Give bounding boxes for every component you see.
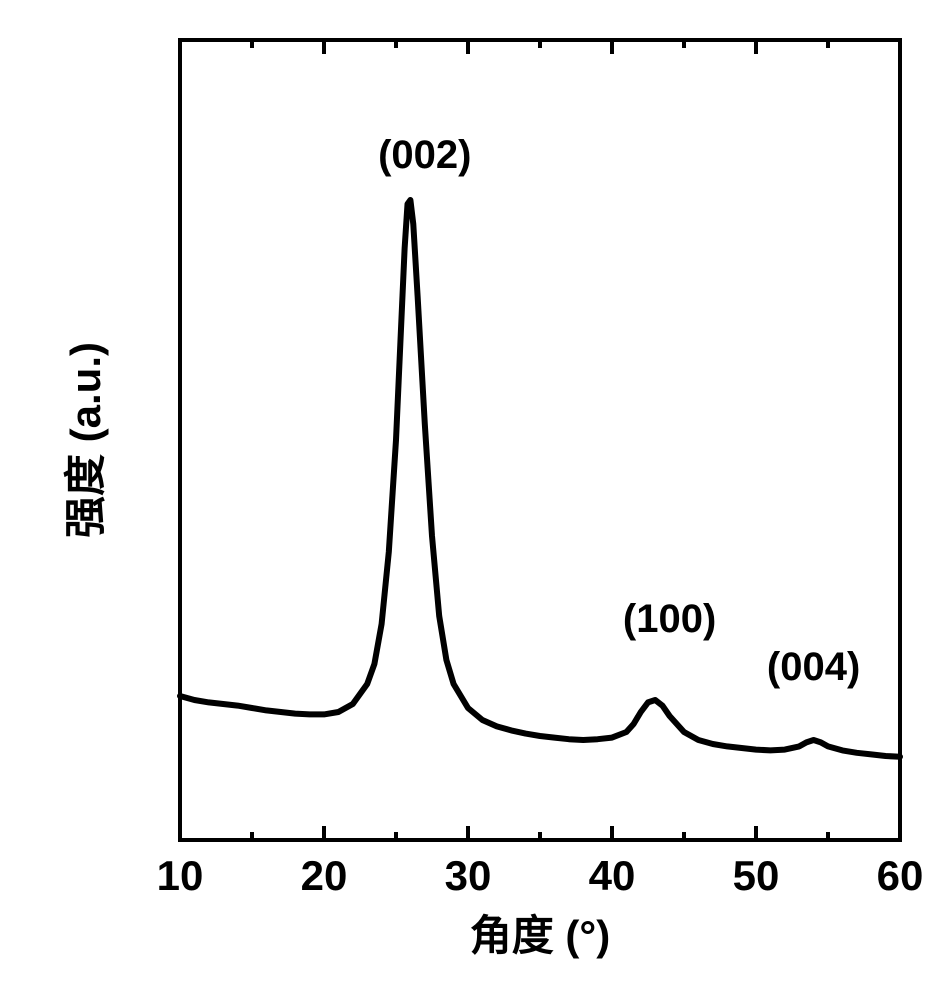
xrd-chart: 10 20 30 40 50 60 角度 (°) 强度 (a.u.) (002) (100) (00… xyxy=(0,0,942,1000)
plot-frame xyxy=(180,40,900,840)
xtick-label: 40 xyxy=(589,852,636,899)
xtick-label: 50 xyxy=(733,852,780,899)
chart-svg: 10 20 30 40 50 60 角度 (°) 强度 (a.u.) (002) (100) (00… xyxy=(0,0,942,1000)
y-axis-label: 强度 (a.u.) xyxy=(62,342,109,538)
xtick-label: 60 xyxy=(877,852,924,899)
xtick-label: 10 xyxy=(157,852,204,899)
peak-annotation: (100) xyxy=(623,597,716,641)
xtick-label: 20 xyxy=(301,852,348,899)
peak-annotation: (002) xyxy=(378,133,471,177)
peak-annotation: (004) xyxy=(767,645,860,689)
xtick-label: 30 xyxy=(445,852,492,899)
x-axis-label: 角度 (°) xyxy=(470,912,610,959)
